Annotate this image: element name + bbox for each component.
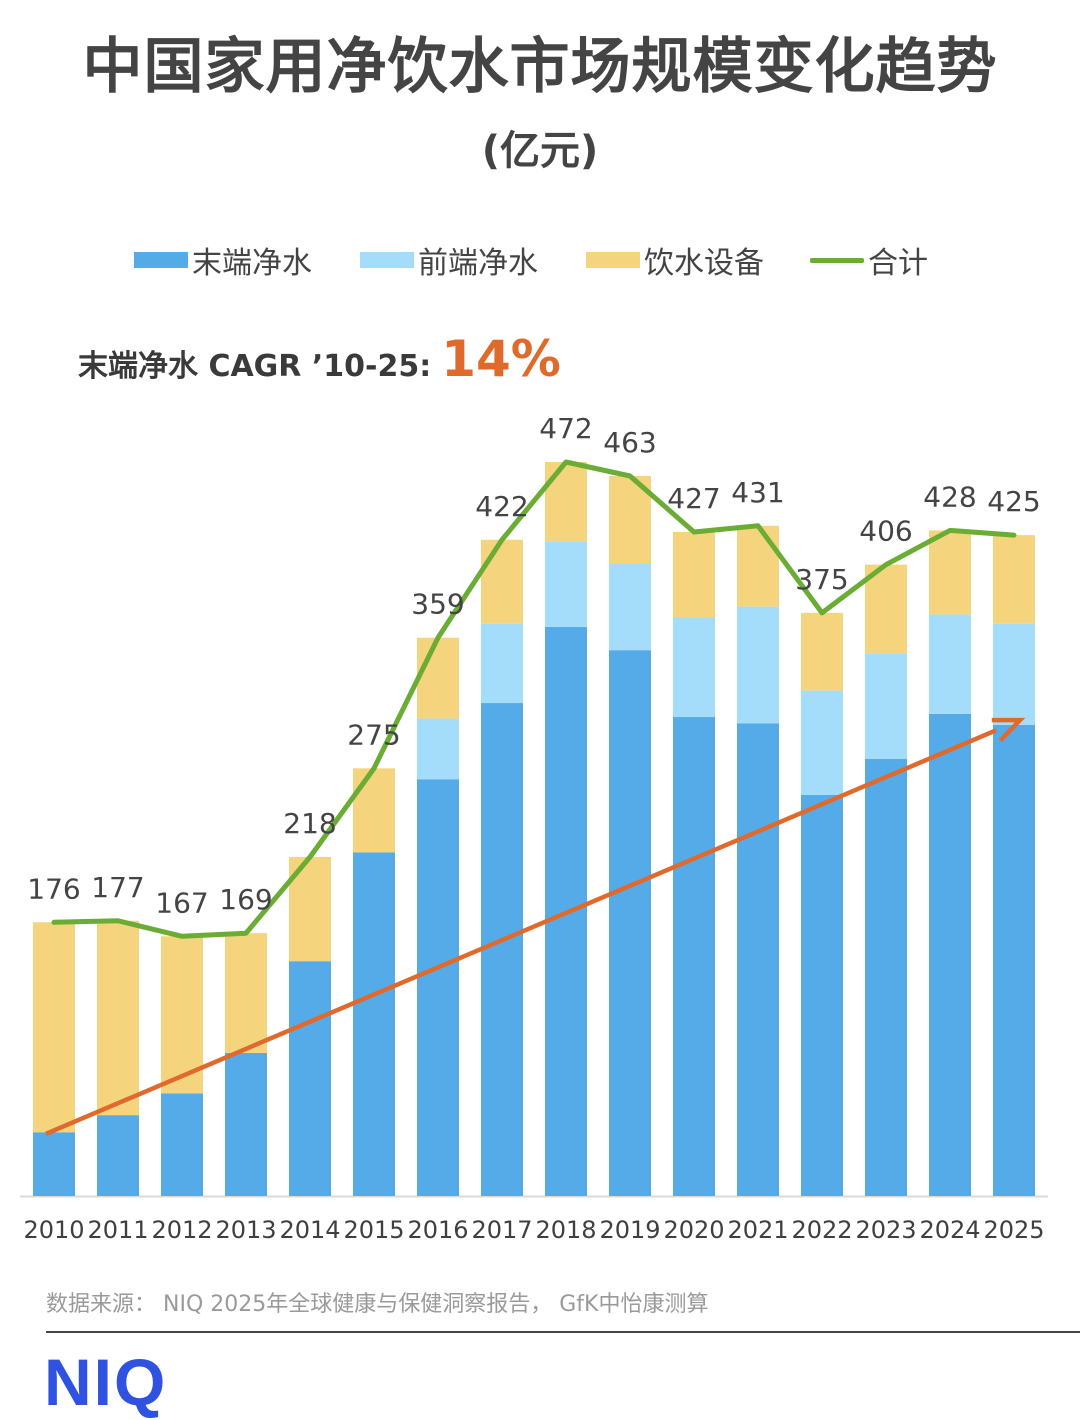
legend: 末端净水 前端净水 饮水设备 合计: [0, 238, 1080, 282]
bar-front-2019: [609, 563, 651, 651]
x-tick-label-2016: 2016: [407, 1216, 468, 1244]
total-label-2011: 177: [91, 871, 144, 904]
bar-terminal-2013: [225, 1052, 267, 1196]
bar-terminal-2022: [801, 794, 843, 1196]
chart-title: 中国家用净饮水市场规模变化趋势: [82, 32, 998, 102]
x-tick-label-2017: 2017: [471, 1216, 532, 1244]
legend-item-terminal-purifier: 末端净水: [134, 238, 312, 282]
legend-label: 末端净水: [192, 246, 312, 281]
x-tick-label-2012: 2012: [151, 1216, 212, 1244]
x-tick-label-2020: 2020: [663, 1216, 724, 1244]
total-label-2012: 167: [155, 886, 208, 919]
total-label-2021: 431: [731, 476, 784, 509]
total-label-2018: 472: [539, 412, 592, 445]
bar-terminal-2012: [161, 1093, 203, 1196]
bar-equipment-2016: [417, 637, 459, 719]
bar-terminal-2015: [353, 852, 395, 1196]
bar-terminal-2025: [993, 724, 1035, 1196]
cagr-annotation: 末端净水 CAGR ’10-25: 14%: [78, 330, 561, 388]
bar-terminal-2019: [609, 650, 651, 1196]
bar-front-2017: [481, 623, 523, 704]
total-label-2023: 406: [859, 515, 912, 548]
bar-terminal-2017: [481, 703, 523, 1196]
bar-equipment-2025: [993, 535, 1035, 624]
x-tick-label-2018: 2018: [535, 1216, 596, 1244]
bar-terminal-2024: [929, 713, 971, 1196]
bar-equipment-2022: [801, 612, 843, 691]
stacked-bar-chart: 176 177 167 169 218 275 359 422 472 463 427 431 375 4…: [20, 412, 1048, 1244]
total-label-2010: 176: [27, 872, 80, 905]
total-label-2025: 425: [987, 485, 1040, 518]
bar-equipment-2011: [97, 920, 139, 1116]
bar-terminal-2011: [97, 1115, 139, 1196]
bar-equipment-2012: [161, 936, 203, 1094]
bar-front-2016: [417, 718, 459, 780]
bar-front-2023: [865, 653, 907, 760]
bar-terminal-2023: [865, 759, 907, 1196]
bar-equipment-2015: [353, 768, 395, 853]
cagr-trend-arrow-head: [991, 717, 1026, 742]
bar-front-2025: [993, 623, 1035, 725]
bar-terminal-2014: [289, 961, 331, 1196]
x-tick-label-2019: 2019: [599, 1216, 660, 1244]
bar-equipment-2021: [737, 525, 779, 607]
total-label-2022: 375: [795, 563, 848, 596]
cagr-label: 末端净水 CAGR ’10-25:: [78, 349, 432, 384]
legend-swatch-drinking-equipment: [586, 252, 640, 268]
bar-equipment-2023: [865, 564, 907, 654]
bar-equipment-2017: [481, 539, 523, 624]
bar-front-2021: [737, 606, 779, 724]
x-tick-label-2011: 2011: [87, 1216, 148, 1244]
x-tick-label-2021: 2021: [727, 1216, 788, 1244]
x-tick-label-2025: 2025: [983, 1216, 1044, 1244]
total-label-2013: 169: [219, 883, 272, 916]
x-tick-label-2023: 2023: [855, 1216, 916, 1244]
bar-terminal-2016: [417, 779, 459, 1196]
legend-line-total: [810, 257, 864, 263]
legend-item-front-purifier: 前端净水: [360, 238, 538, 282]
legend-label: 饮水设备: [644, 246, 764, 281]
bar-terminal-2010: [33, 1132, 75, 1196]
legend-label: 前端净水: [418, 246, 538, 281]
legend-item-total: 合计: [810, 238, 928, 282]
bar-terminal-2020: [673, 717, 715, 1196]
bar-equipment-2010: [33, 922, 75, 1133]
data-source-note: 数据来源： NIQ 2025年全球健康与保健洞察报告， GfK中怡康测算: [46, 1292, 709, 1317]
legend-swatch-terminal-purifier: [134, 252, 188, 268]
bar-equipment-2018: [545, 462, 587, 542]
bar-equipment-2020: [673, 531, 715, 618]
total-label-2017: 422: [475, 490, 528, 523]
bar-front-2024: [929, 614, 971, 714]
bar-equipment-2024: [929, 530, 971, 615]
cagr-trend-arrow-shaft: [45, 728, 997, 1136]
total-label-2020: 427: [667, 482, 720, 515]
legend-swatch-front-purifier: [360, 252, 414, 268]
x-tick-label-2022: 2022: [791, 1216, 852, 1244]
total-label-2024: 428: [923, 480, 976, 513]
bar-front-2018: [545, 541, 587, 627]
bar-terminal-2021: [737, 723, 779, 1196]
x-tick-label-2013: 2013: [215, 1216, 276, 1244]
bar-front-2020: [673, 617, 715, 718]
cagr-value: 14%: [441, 330, 561, 388]
x-tick-label-2015: 2015: [343, 1216, 404, 1244]
total-line: [51, 459, 1017, 939]
total-label-2015: 275: [347, 718, 400, 751]
bar-front-2022: [801, 690, 843, 795]
total-label-2016: 359: [411, 588, 464, 621]
x-tick-label-2010: 2010: [23, 1216, 84, 1244]
footer-divider: [46, 1331, 1080, 1333]
niq-logo: NIQ: [44, 1345, 168, 1419]
chart-unit: (亿元): [481, 128, 599, 174]
legend-item-drinking-equipment: 饮水设备: [586, 238, 764, 282]
total-label-2014: 218: [283, 807, 336, 840]
x-tick-label-2014: 2014: [279, 1216, 340, 1244]
legend-label: 合计: [868, 246, 928, 281]
x-tick-label-2024: 2024: [919, 1216, 980, 1244]
total-label-2019: 463: [603, 426, 656, 459]
bar-equipment-2013: [225, 933, 267, 1053]
